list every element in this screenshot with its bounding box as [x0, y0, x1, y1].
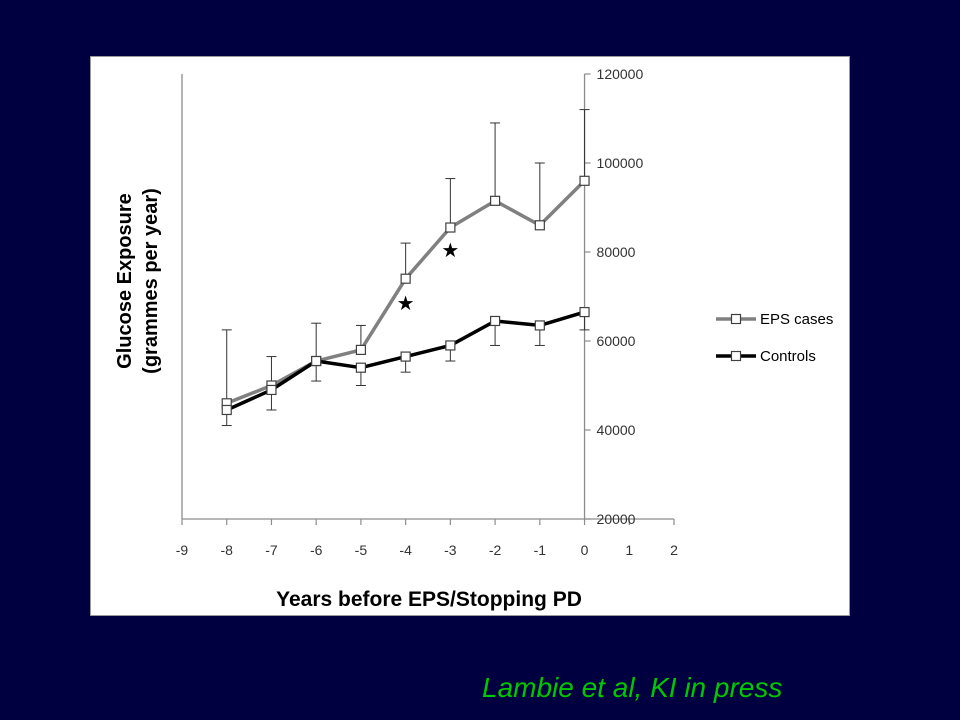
annotations: ★★	[397, 238, 460, 315]
x-tick-label: -7	[265, 542, 278, 558]
controls-point	[355, 362, 367, 373]
eps-cases-point	[489, 195, 501, 206]
axes: -9 -8 -7 -6 -5 -4 -3 -2 -1 0 1 2 20000 40000 60000 8000…	[176, 66, 678, 558]
legend-label: EPS cases	[760, 311, 833, 328]
y-tick-label: 120000	[597, 66, 644, 82]
x-tick-label: 1	[625, 542, 633, 558]
x-tick-label: -9	[176, 542, 189, 558]
line-chart: -9 -8 -7 -6 -5 -4 -3 -2 -1 0 1 2 20000 40000 60000 8000…	[114, 66, 833, 611]
y-axis-title: Glucose Exposure	[114, 193, 136, 369]
x-tick-label: -2	[489, 542, 502, 558]
x-tick-label: -5	[355, 542, 368, 558]
x-tick-label: 2	[670, 542, 678, 558]
controls-point	[489, 315, 501, 327]
legend-swatch-marker	[730, 350, 742, 362]
significance-star: ★	[397, 291, 415, 315]
data-markers	[221, 175, 590, 416]
x-tick-label: -8	[221, 542, 234, 558]
x-tick-label: -1	[534, 542, 547, 558]
y-tick-label: 20000	[597, 511, 636, 527]
y-tick-label: 40000	[597, 422, 636, 438]
controls-point	[445, 340, 456, 351]
legend: EPS cases Controls	[716, 311, 833, 365]
eps-cases-point	[534, 220, 545, 231]
significance-star: ★	[441, 238, 459, 262]
controls-point	[579, 306, 590, 318]
controls-point	[534, 320, 545, 331]
controls-point	[221, 404, 232, 416]
x-tick-label: -6	[310, 542, 323, 558]
x-tick-label: -3	[444, 542, 457, 558]
x-tick-label: -4	[399, 542, 412, 558]
legend-swatch-marker	[730, 313, 742, 325]
y-tick-label: 100000	[597, 155, 644, 171]
legend-label: Controls	[760, 348, 816, 365]
eps-cases-point	[355, 344, 367, 355]
citation-text: Lambie et al, KI in press	[482, 672, 783, 703]
y-axis-subtitle: (grammes per year)	[140, 188, 162, 374]
x-tick-label: 0	[581, 542, 589, 558]
error-bars	[221, 109, 590, 427]
eps-cases-point	[445, 222, 456, 233]
eps-cases-point	[579, 175, 590, 186]
controls-point	[266, 384, 277, 396]
x-axis-title: Years before EPS/Stopping PD	[276, 588, 582, 611]
controls-point	[400, 351, 411, 362]
chart-panel: -9 -8 -7 -6 -5 -4 -3 -2 -1 0 1 2 20000 40000 60000 8000…	[90, 56, 850, 616]
eps-cases-point	[400, 273, 411, 284]
controls-point	[311, 355, 322, 367]
y-tick-label: 60000	[597, 333, 636, 349]
y-tick-label: 80000	[597, 244, 636, 260]
